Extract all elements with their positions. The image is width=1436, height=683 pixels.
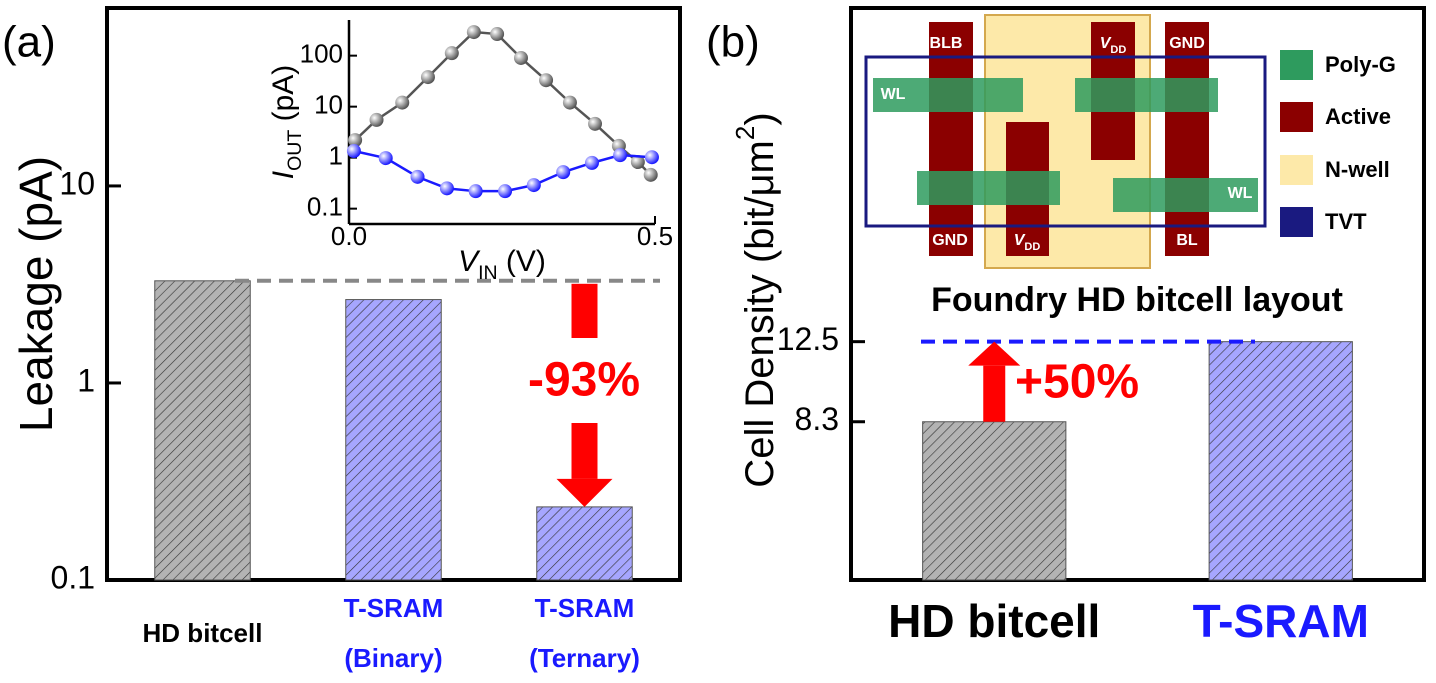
y-tick-label: 12.5 [777, 321, 839, 357]
legend-swatch [1280, 50, 1313, 80]
legend-swatch [1280, 102, 1313, 132]
data-point [348, 133, 363, 148]
x-tick-label: 0.5 [637, 221, 673, 251]
annotation: -93% [528, 354, 640, 407]
data-point [490, 27, 505, 42]
layout-label: BL [1176, 232, 1198, 249]
x-tick-label: T-SRAM [1193, 595, 1369, 647]
annotation: +50% [1015, 356, 1139, 409]
x-tick-label: HD bitcell [143, 618, 263, 648]
data-point [444, 46, 459, 61]
y-tick-label: 8.3 [795, 401, 839, 437]
layout-label: WL [1228, 185, 1253, 202]
axis-label: IOUT (pA) [267, 65, 306, 180]
data-point [613, 148, 628, 163]
data-point [556, 165, 571, 180]
y-tick-label: 100 [300, 39, 343, 69]
y-tick-label: 1 [329, 141, 343, 171]
arrow-head [968, 341, 1021, 366]
legend-label: Poly-G [1325, 52, 1396, 77]
layout-label: VDD [1100, 35, 1127, 56]
data-point [562, 95, 577, 110]
x-tick-label: (Ternary) [529, 643, 640, 673]
layout-label: VDD [1014, 232, 1041, 253]
y-tick-label: 0.1 [307, 192, 343, 222]
legend-swatch [1280, 207, 1313, 237]
layout-diagram: BLB VDD GND WL WL GND VDD BL Poly-G Acti… [864, 14, 1396, 319]
poly-gate [1075, 78, 1218, 112]
data-point [584, 155, 599, 170]
panel-label: (a) [2, 18, 56, 67]
arrow-head [556, 478, 613, 507]
data-point [468, 184, 483, 199]
x-tick-label: T-SRAM [344, 593, 444, 623]
data-point [410, 169, 425, 184]
active [1165, 22, 1209, 256]
data-point [630, 155, 645, 170]
x-tick-label: (Binary) [344, 643, 442, 673]
layout-label: GND [1169, 35, 1205, 52]
poly-gate [917, 171, 1060, 205]
arrow-shaft [983, 365, 1006, 422]
axis-label: Leakage (pA) [10, 156, 62, 432]
legend-label: N-well [1325, 157, 1390, 182]
layout-label: WL [881, 86, 906, 103]
bar [536, 506, 633, 581]
x-tick-label: HD bitcell [888, 595, 1100, 647]
active [929, 22, 973, 256]
layout-title: Foundry HD bitcell layout [931, 281, 1343, 319]
bar [345, 299, 442, 581]
data-point [420, 70, 435, 85]
y-tick-label: 0.1 [51, 559, 95, 595]
poly-gate [1113, 178, 1258, 212]
plot-frame [849, 6, 1426, 582]
bar [922, 421, 1067, 581]
axis-label: VIN (V) [458, 245, 546, 284]
y-tick-label: 10 [314, 90, 343, 120]
data-point [395, 95, 410, 110]
data-point [513, 50, 528, 65]
legend-swatch [1280, 155, 1313, 185]
x-tick-label: 0.0 [331, 221, 367, 251]
data-point [369, 112, 384, 127]
legend-label: TVT [1325, 209, 1367, 234]
data-point [526, 178, 541, 193]
poly-gate [873, 78, 1023, 112]
data-point [498, 184, 513, 199]
panel-label: (b) [706, 18, 760, 67]
arrow-shaft [571, 283, 598, 338]
data-point [439, 181, 454, 196]
tvt-region [864, 55, 1267, 228]
bar [1208, 341, 1353, 581]
layout-label: BLB [930, 35, 963, 52]
legend-label: Active [1325, 104, 1391, 129]
bar [154, 280, 251, 581]
axis-label: Cell Density (bit/μm2) [730, 112, 782, 487]
data-point [643, 167, 658, 182]
layout-label: GND [932, 232, 968, 249]
y-tick-label: 1 [77, 362, 95, 398]
x-tick-label: T-SRAM [535, 593, 635, 623]
data-point [588, 116, 603, 131]
data-point [346, 144, 361, 159]
y-tick-label: 10 [59, 165, 95, 201]
data-point [466, 25, 481, 40]
data-point [644, 150, 659, 165]
data-point [378, 151, 393, 166]
arrow-shaft [571, 423, 598, 479]
data-point [539, 73, 554, 88]
